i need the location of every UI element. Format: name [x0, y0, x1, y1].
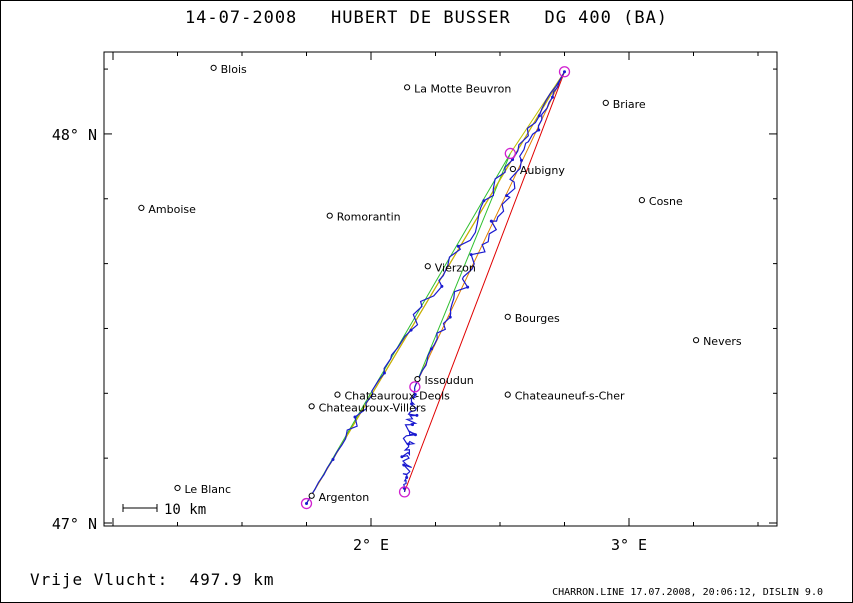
city-label: Nevers	[703, 335, 742, 348]
city-marker	[138, 204, 145, 212]
lon-tick-label: 2° E	[353, 536, 389, 554]
city-label: Le Blanc	[185, 483, 232, 496]
track-fix	[405, 476, 409, 480]
track-fix	[415, 413, 419, 417]
city-label: La Motte Beuvron	[414, 82, 511, 95]
track-fix	[413, 433, 417, 437]
city-marker	[414, 375, 421, 383]
turnpoint-marker	[504, 147, 516, 160]
city-label: Vierzon	[435, 261, 476, 274]
track-fix	[519, 158, 523, 162]
lat-tick-label: 48° N	[52, 126, 97, 144]
city-marker	[602, 99, 609, 106]
map-plot-area	[103, 51, 778, 527]
turnpoint-marker	[398, 486, 411, 498]
track-fix	[466, 285, 470, 289]
city-label: Argenton	[319, 491, 370, 504]
city-marker	[504, 391, 511, 398]
city-label: Romorantin	[337, 211, 401, 224]
city-marker	[404, 84, 411, 91]
city-marker	[308, 492, 315, 499]
track-fix	[537, 114, 541, 118]
city-label: Aubigny	[520, 164, 565, 177]
track-fix	[563, 70, 566, 74]
lat-tick-label: 47° N	[52, 515, 97, 533]
turnpoints	[300, 66, 571, 510]
track-fix	[353, 415, 357, 419]
scale-bar-label: 10 km	[164, 502, 206, 518]
track-fix	[448, 315, 452, 319]
track-fix	[410, 423, 414, 427]
axis-labels: 2° E 3° E 48° N 47° N	[52, 126, 647, 554]
city-label: Cosne	[649, 195, 683, 208]
track-fix	[409, 328, 413, 332]
turnpoint-marker	[558, 66, 571, 78]
city-marker	[424, 263, 431, 270]
track-fix	[413, 393, 417, 397]
city-marker	[334, 391, 341, 398]
track-fix	[482, 199, 486, 203]
turnpoint-marker	[300, 497, 313, 510]
track-fix	[440, 284, 444, 288]
city-label: Chateauroux-Deols	[344, 390, 450, 403]
city-marker	[308, 403, 315, 410]
city-marker	[509, 165, 517, 173]
track-fix	[550, 95, 554, 99]
track-fix	[382, 371, 386, 375]
track-fix	[407, 442, 411, 446]
track-fix	[469, 253, 473, 257]
track-fix	[456, 244, 460, 248]
city-marker	[692, 337, 700, 344]
city-label: Amboise	[148, 203, 196, 216]
city-label: Blois	[221, 63, 247, 76]
track-fix	[402, 463, 406, 467]
track-fix	[429, 347, 433, 351]
city-label: Bourges	[515, 312, 560, 325]
city-label: Chateauroux-Villers	[319, 401, 427, 414]
city-marker	[326, 212, 333, 219]
city-marker	[504, 313, 511, 320]
free-flight-distance: Vrije Vlucht: 497.9 km	[30, 570, 275, 589]
city-label: Chateauneuf-s-Cher	[515, 390, 625, 403]
city-marker	[210, 64, 217, 71]
track-fix	[410, 402, 414, 406]
track-fix	[400, 455, 404, 459]
city-label: Issoudun	[424, 374, 473, 387]
lon-tick-label: 3° E	[611, 536, 647, 554]
track-fix	[537, 128, 541, 132]
track-fix	[505, 194, 509, 198]
track-fix	[489, 219, 493, 223]
flight-track	[305, 70, 566, 506]
axis-ticks	[104, 52, 777, 526]
page-title: 14-07-2008 HUBERT DE BUSSER DG 400 (BA)	[184, 8, 669, 28]
city-marker	[174, 484, 181, 492]
footer-info: CHARRON.LINE 17.07.2008, 20:06:12, DISLI…	[552, 587, 823, 598]
track-fix	[331, 457, 335, 461]
city-markers: Blois La Motte Beuvron Briare Aubigny Cosne A…	[138, 63, 742, 504]
city-label: Briare	[613, 98, 646, 111]
scale-bar: 10 km	[122, 502, 206, 518]
city-marker	[638, 197, 646, 204]
turnpoint-marker	[409, 381, 421, 393]
track-fix	[305, 502, 308, 506]
